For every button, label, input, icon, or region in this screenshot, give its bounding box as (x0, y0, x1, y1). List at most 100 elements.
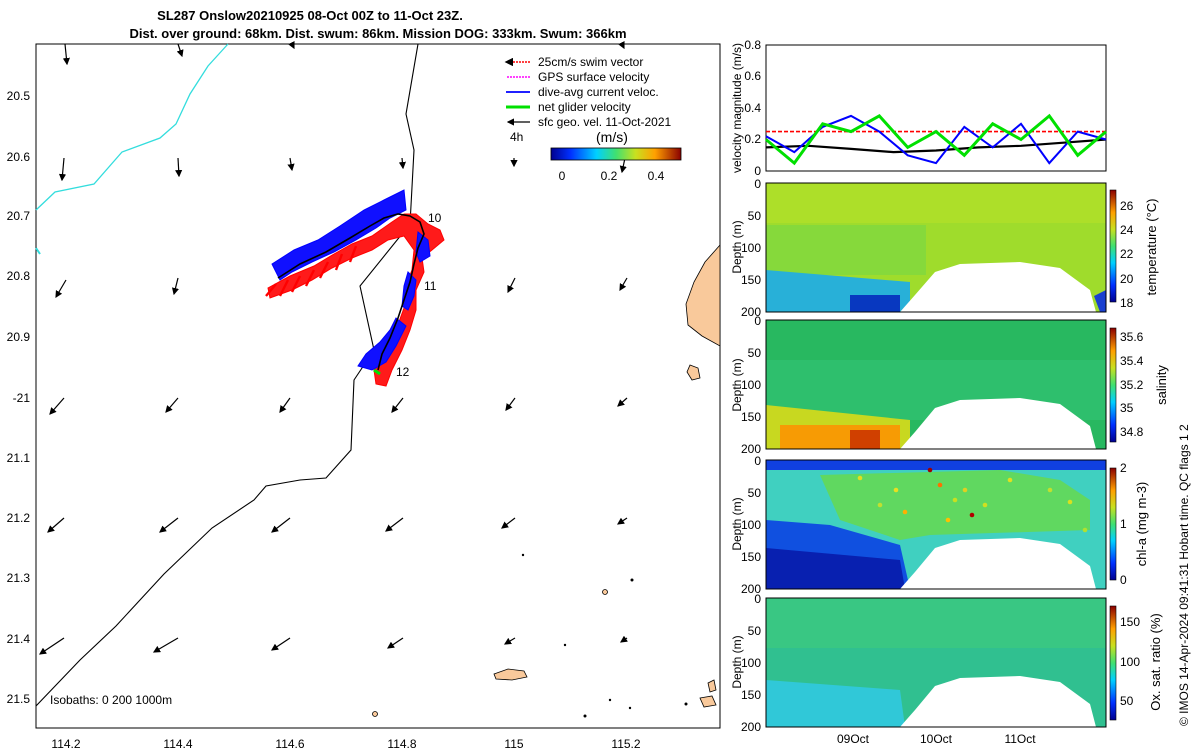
chla-seabed (900, 538, 1096, 589)
legend-label-current: dive-avg current veloc. (538, 85, 659, 99)
oxygen-cbar-tick: 100 (1120, 655, 1140, 669)
map-x-tick: 114.6 (275, 737, 304, 750)
swim-vector (290, 275, 302, 293)
map-y-tick: 21.4 (7, 632, 31, 646)
salinity-cbar-tick: 34.8 (1120, 425, 1144, 439)
salinity-max (850, 430, 880, 449)
speed-colorbar (550, 147, 682, 161)
temperature-seabed-edge (1094, 290, 1106, 312)
velocity-line-geo (765, 138, 1107, 154)
island-1 (686, 364, 701, 381)
chla-hotspot (927, 467, 933, 473)
velocity-y-label: velocity magnitude (m/s) (730, 43, 744, 173)
temperature-y-tick: 0 (754, 177, 761, 191)
temperature-cbar-tick: 24 (1120, 223, 1134, 237)
islet-2 (372, 711, 378, 717)
map-y-ticks: 20.5 20.6 20.7 20.8 20.9 -21 21.1 21.2 2… (7, 89, 31, 706)
geo-vector (171, 277, 179, 296)
geo-vector (398, 157, 406, 170)
temperature-cbar-tick: 26 (1120, 199, 1134, 213)
chla-y-tick: 100 (741, 518, 761, 532)
map-y-tick: 20.7 (7, 209, 31, 223)
title-line-2: Dist. over ground: 68km. Dist. swum: 86k… (129, 26, 626, 41)
salinity-y-tick: 100 (741, 378, 761, 392)
swim-vector (334, 253, 344, 271)
islet-4 (521, 553, 525, 557)
chla-frame (765, 459, 1107, 590)
swim-vectors (265, 213, 445, 387)
island-2 (493, 668, 528, 681)
oxygen-x-tick: 09Oct (837, 732, 870, 746)
velocity-y-tick: 0.8 (744, 38, 761, 52)
map-y-tick: 21.1 (7, 451, 31, 465)
salinity-cbar-tick: 35.6 (1120, 330, 1144, 344)
temperature-mid-layer (766, 225, 926, 275)
temperature-y-tick: 50 (748, 209, 762, 223)
temperature-cbar-tick: 20 (1120, 272, 1134, 286)
geo-vector (62, 43, 70, 66)
oxygen-cbar-tick: 150 (1120, 615, 1140, 629)
temperature-frame (765, 182, 1107, 313)
isobath-1000m (35, 43, 229, 211)
swim-vector (265, 283, 277, 297)
map-y-tick: 21.5 (7, 692, 31, 706)
swim-vector (278, 279, 290, 297)
swim-vector (348, 245, 358, 263)
oxygen-colorbar (1109, 605, 1117, 721)
oxygen-x-tick: 11Oct (1004, 732, 1036, 746)
temperature-y-tick: 200 (741, 305, 761, 319)
chla-hotspot (937, 482, 943, 488)
geo-vector-field (39, 41, 628, 655)
swim-fringe-band (267, 213, 445, 387)
geo-vector (55, 279, 67, 299)
salinity-y-label: Depth (m) (730, 358, 744, 411)
legend-label-swim: 25cm/s swim vector (538, 55, 643, 69)
salinity-saltiest (780, 425, 900, 449)
velocity-line-net (765, 113, 1107, 166)
island-4 (699, 695, 717, 708)
chla-deepest (766, 548, 905, 589)
temperature-y-label: Depth (m) (730, 220, 744, 273)
map-x-tick: 114.2 (51, 737, 80, 750)
chla-hotspot (1067, 499, 1073, 505)
geo-vector (385, 517, 404, 532)
salinity-colorbar (1109, 327, 1117, 443)
temperature-upper-layer (766, 183, 1106, 223)
map-y-tick: 21.2 (7, 511, 31, 525)
oxygen-low (766, 680, 905, 727)
geo-vector (159, 517, 179, 533)
chla-surface (766, 460, 1106, 470)
credit-line: © IMOS 14-Apr-2024 09:41:31 Hobart time.… (1177, 424, 1191, 726)
geo-vector (501, 517, 516, 529)
temperature-coldest (850, 295, 900, 312)
map-x-tick: 115.2 (611, 737, 640, 750)
geo-vector (152, 637, 179, 653)
geo-vector (617, 397, 628, 407)
geo-vector (176, 43, 184, 58)
temperature-y-tick: 150 (741, 273, 761, 287)
salinity-cbar-tick: 35.4 (1120, 354, 1144, 368)
islet-6 (608, 698, 612, 702)
legend-label-gps: GPS surface velocity (538, 70, 649, 84)
geo-vector (271, 517, 291, 533)
geo-vector (507, 277, 516, 294)
island-3 (707, 679, 717, 693)
title-line-1: SL287 Onslow20210925 08-Oct 00Z to 11-Oc… (157, 8, 463, 23)
geo-vector (287, 157, 295, 172)
islet-9 (628, 706, 632, 710)
glider-track (277, 213, 425, 371)
geo-vector (58, 157, 67, 182)
geo-vector (387, 637, 404, 649)
oxygen-y-tick: 100 (741, 656, 761, 670)
temperature-cbar-label: temperature (°C) (1144, 199, 1159, 296)
map-frame (35, 43, 721, 729)
oxygen-y-tick: 200 (741, 720, 761, 734)
chla-y-label: Depth (m) (730, 497, 744, 550)
swim-vector (304, 269, 316, 287)
islet-5 (563, 643, 567, 647)
geo-vector (165, 397, 179, 413)
geo-vector (39, 637, 65, 655)
salinity-y-tick: 200 (741, 442, 761, 456)
salinity-panel: Depth (m) 0 50 100 150 200 34.8 35 35.2 … (730, 314, 1169, 456)
salinity-cbar-label: salinity (1154, 365, 1169, 405)
